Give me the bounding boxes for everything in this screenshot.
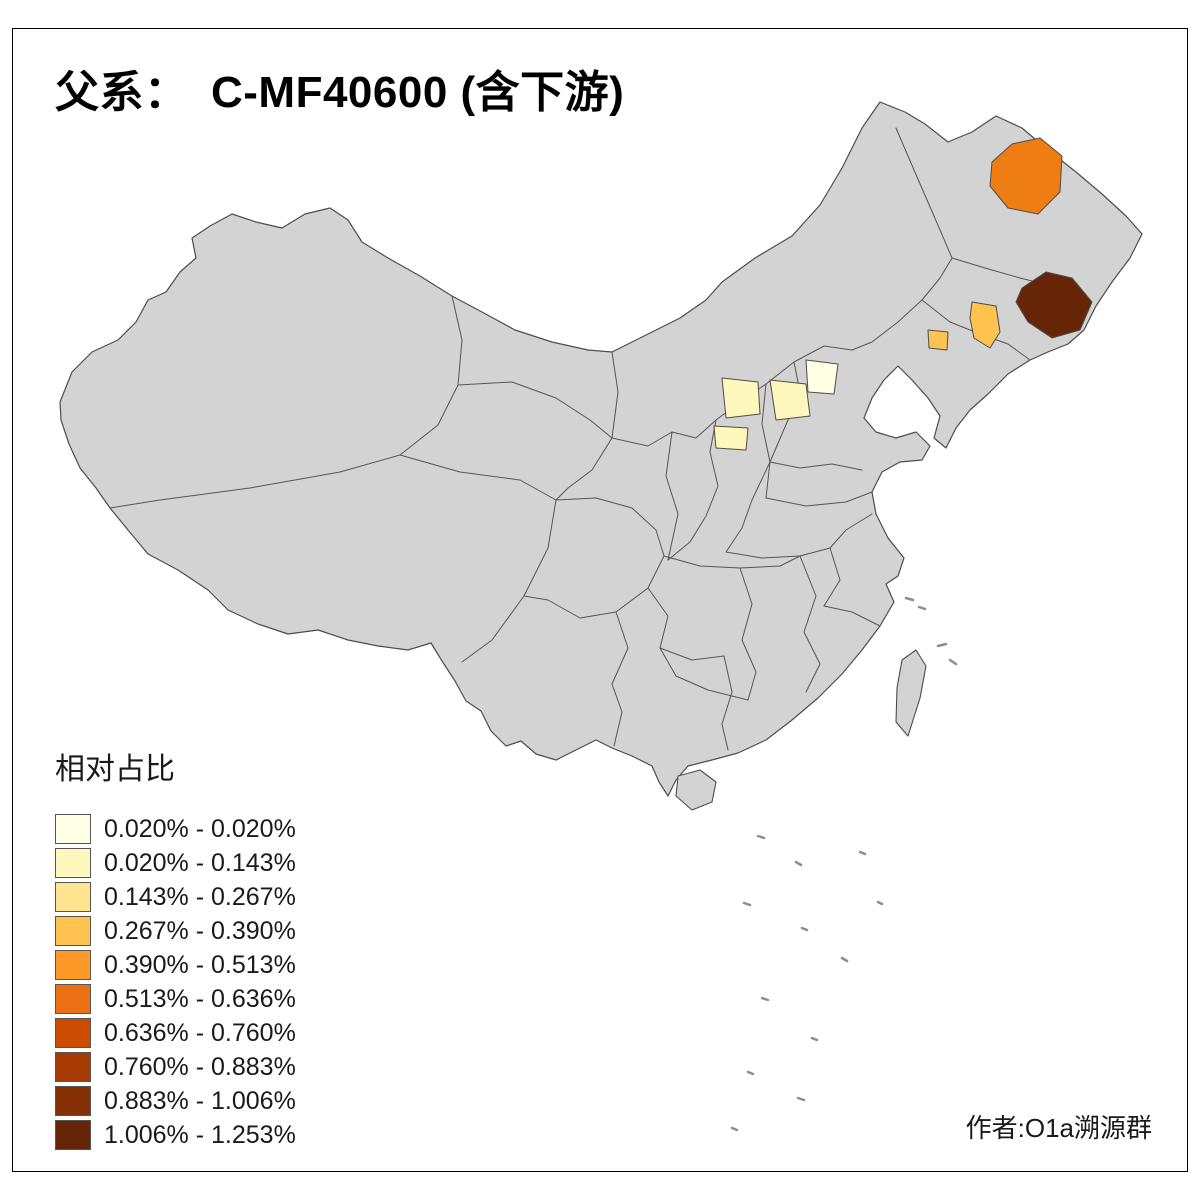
legend-label: 0.636% - 0.760% <box>104 1019 296 1047</box>
taiwan-island <box>895 649 927 737</box>
legend-swatch <box>55 916 91 946</box>
legend-label: 0.267% - 0.390% <box>104 917 296 945</box>
sea-islets <box>730 596 958 1132</box>
legend-item: 0.883% - 1.006% <box>55 1086 296 1116</box>
region-liaoning-east <box>969 301 1001 349</box>
legend-label: 0.390% - 0.513% <box>104 951 296 979</box>
legend-item: 0.267% - 0.390% <box>55 916 296 946</box>
legend-label: 0.760% - 0.883% <box>104 1053 296 1081</box>
legend-swatch <box>55 1086 91 1116</box>
region-jilin-east <box>1015 271 1093 339</box>
legend-swatch <box>55 1052 91 1082</box>
region-shanxi-central <box>713 425 749 451</box>
region-hebei-north <box>769 379 811 421</box>
legend-swatch <box>55 1120 91 1150</box>
author-credit: 作者:O1a溯源群 <box>965 1113 1152 1143</box>
legend-label: 1.006% - 1.253% <box>104 1121 296 1149</box>
legend-label: 0.020% - 0.020% <box>104 815 296 843</box>
region-beijing-area <box>805 359 839 395</box>
legend-label: 0.020% - 0.143% <box>104 849 296 877</box>
colored-regions <box>713 137 1093 451</box>
region-liaoning-central <box>927 329 949 351</box>
hainan-island <box>675 769 717 811</box>
legend-swatch <box>55 848 91 878</box>
region-heilongjiang-central <box>989 137 1063 215</box>
legend-swatch <box>55 984 91 1014</box>
legend-item: 0.390% - 0.513% <box>55 950 296 980</box>
legend-item: 0.020% - 0.020% <box>55 814 296 844</box>
legend-item: 0.020% - 0.143% <box>55 848 296 878</box>
legend: 相对占比 0.020% - 0.020% 0.020% - 0.143% 0.1… <box>55 744 296 1154</box>
legend-item: 0.513% - 0.636% <box>55 984 296 1014</box>
legend-title: 相对占比 <box>55 753 175 786</box>
legend-item: 1.006% - 1.253% <box>55 1120 296 1150</box>
legend-item: 0.143% - 0.267% <box>55 882 296 912</box>
page-title: 父系： C-MF40600 (含下游) <box>55 68 625 117</box>
region-shanxi-north <box>721 377 761 419</box>
legend-swatch <box>55 950 91 980</box>
legend-swatch <box>55 814 91 844</box>
legend-swatch <box>55 1018 91 1048</box>
legend-swatch <box>55 882 91 912</box>
china-mainland <box>59 101 1143 797</box>
legend-item: 0.760% - 0.883% <box>55 1052 296 1082</box>
legend-label: 0.513% - 0.636% <box>104 985 296 1013</box>
legend-label: 0.143% - 0.267% <box>104 883 296 911</box>
legend-item: 0.636% - 0.760% <box>55 1018 296 1048</box>
legend-label: 0.883% - 1.006% <box>104 1087 296 1115</box>
